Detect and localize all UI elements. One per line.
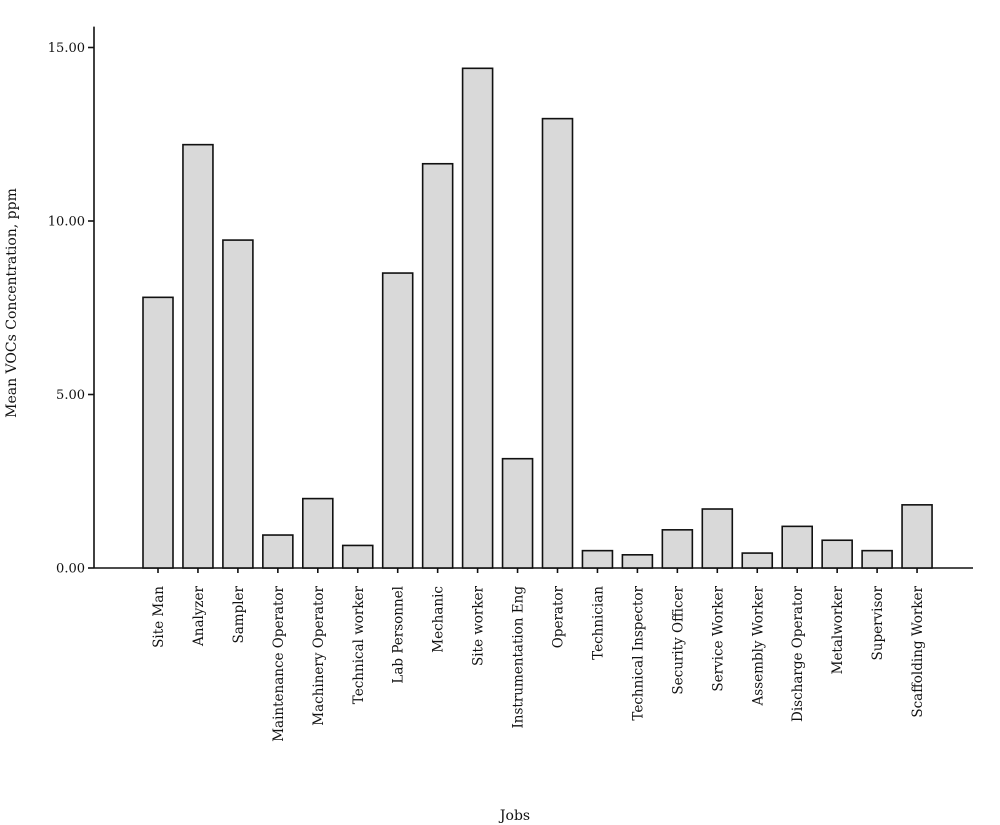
y-tick-label: 0.00 — [56, 562, 85, 577]
bar — [741, 552, 774, 569]
bar — [381, 272, 414, 569]
bar — [701, 508, 734, 569]
x-category-label: Operator — [551, 585, 567, 648]
bar — [901, 504, 933, 569]
x-category-label: Machinery Operator — [311, 585, 327, 725]
bar — [341, 544, 374, 569]
x-category-label: Metalworker — [830, 585, 846, 674]
x-category-label: Instrumentation Eng — [511, 586, 527, 729]
x-category-label: Lab Personnel — [391, 586, 407, 684]
x-category-label: Site worker — [471, 585, 487, 666]
y-tick-label: 15.00 — [48, 41, 85, 56]
x-category-label: Service Worker — [710, 585, 726, 691]
x-category-label: Mechanic — [431, 586, 447, 653]
x-category-label: Technical Inspector — [630, 585, 646, 720]
bar — [222, 239, 254, 569]
x-category-label: Analyzer — [191, 585, 207, 647]
chart-bars — [142, 67, 933, 569]
x-axis-category-labels: Site Man Analyzer Sampler Maintenance Opera… — [151, 568, 926, 742]
bar — [661, 529, 694, 569]
bar — [142, 296, 174, 569]
x-category-label: Maintenance Operator — [271, 585, 287, 741]
bar — [581, 549, 614, 569]
bar — [621, 554, 654, 569]
bar — [461, 67, 494, 569]
x-category-label: Assembly Worker — [750, 585, 766, 706]
y-tick-label: 10.00 — [48, 215, 85, 230]
x-category-label: Technical worker — [351, 585, 367, 704]
bar — [182, 143, 214, 569]
y-axis-title: Mean VOCs Concentration, ppm — [4, 188, 20, 418]
x-category-label: Security Officer — [670, 585, 686, 694]
x-category-label: Sampler — [231, 585, 247, 643]
y-axis-ticks: 0.00 5.00 10.00 15.00 — [48, 41, 94, 577]
bar — [781, 525, 814, 569]
x-category-label: Discharge Operator — [790, 585, 806, 722]
bar — [541, 117, 574, 569]
x-category-label: Technician — [590, 586, 606, 660]
bar — [262, 534, 294, 569]
bar — [501, 457, 534, 569]
x-category-label: Site Man — [151, 586, 167, 648]
x-category-label: Supervisor — [870, 585, 886, 660]
x-category-label: Scaffolding Worker — [910, 585, 926, 717]
x-axis-title: Jobs — [498, 808, 530, 824]
bar — [861, 549, 893, 569]
bar — [301, 497, 334, 569]
bar — [421, 162, 454, 569]
bar — [821, 539, 853, 569]
y-tick-label: 5.00 — [56, 388, 85, 403]
